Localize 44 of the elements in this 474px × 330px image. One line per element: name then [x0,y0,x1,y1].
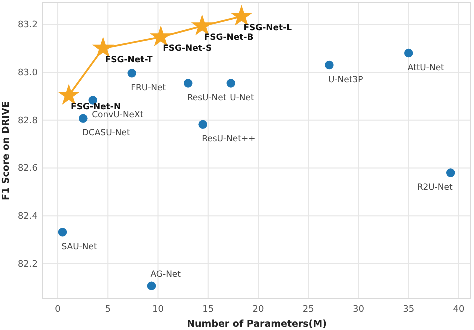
point [226,79,236,88]
point [325,60,334,70]
y-tick-label: 82.2 [18,260,38,270]
x-tick-label: 0 [55,305,62,315]
point [198,120,208,130]
data-label: FSG-Net-T [105,56,153,66]
x-tick-label: 20 [252,305,265,315]
data-label: U-Net [230,93,256,104]
x-tick-label: 15 [202,305,214,315]
y-tick-label: 82.6 [18,164,38,174]
point [184,79,193,88]
point [58,228,68,237]
data-label: FSG-Net-B [204,33,254,44]
x-tick-label: 40 [453,305,465,315]
y-tick-label: 82.8 [18,116,38,126]
y-tick-label: 83.0 [18,68,38,78]
x-tick-label: 25 [302,305,314,315]
data-label: R2U-Net [417,183,454,194]
data-label: FSG-Net-L [244,24,293,34]
data-label: FSG-Net-S [163,44,212,54]
point [79,114,88,124]
point [128,69,136,78]
data-label: FRU-Net [131,83,167,94]
point [230,5,253,26]
x-tick-label: 35 [403,305,415,315]
data-label: AG-Net [150,270,182,280]
point [404,48,414,58]
data-label: SAU-Net [62,242,98,252]
data-label: ResU-Net [187,93,228,104]
x-axis-title: Number of Parameters(M) [187,319,327,330]
data-label: ResU-Net++ [202,134,256,145]
data-label: DCASU-Net [82,128,131,139]
point [446,168,456,178]
y-axis-title: F1 Score on DRIVE [1,101,12,201]
y-tick-label: 83.2 [18,20,38,31]
point [92,36,114,58]
x-tick-label: 30 [353,305,365,315]
y-tick-label: 82.4 [18,212,38,222]
x-tick-label: 10 [152,305,164,315]
x-tick-label: 5 [105,305,112,315]
data-label: U-Net3P [328,75,364,86]
data-label: ConvU-NeXt [92,110,144,120]
data-label: AttU-Net [408,63,446,74]
point [147,282,156,290]
